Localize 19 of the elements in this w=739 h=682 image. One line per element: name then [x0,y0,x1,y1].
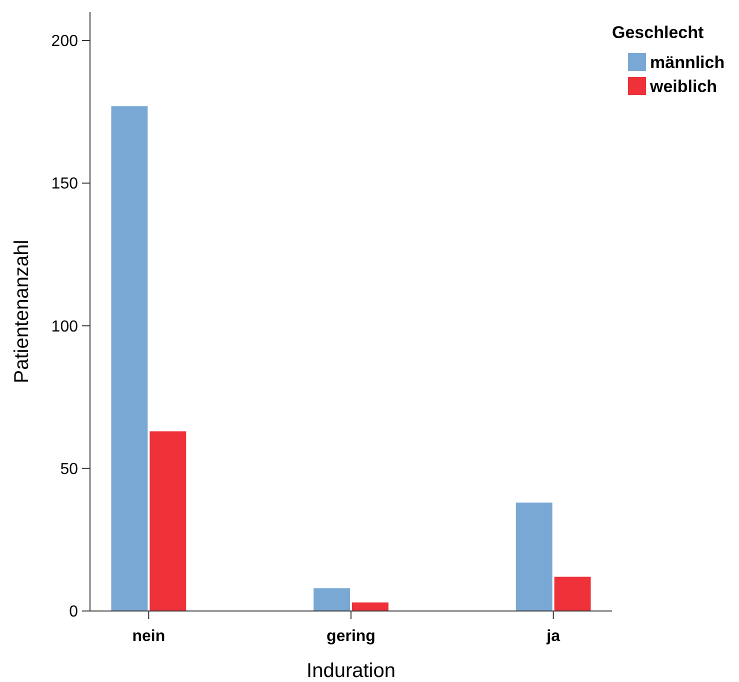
y-tick-label: 200 [51,33,78,50]
y-axis-title: Patientenanzahl [11,240,33,384]
bar [554,576,591,611]
x-tick-label: ja [546,628,560,645]
y-tick-label: 50 [60,460,78,478]
legend-title: Geschlecht [612,23,704,42]
x-tick-label: nein [132,628,166,645]
legend-label: weiblich [649,76,718,96]
bar [111,106,148,611]
bar [516,502,552,611]
bar [314,588,350,611]
y-tick-label: 100 [51,318,78,336]
x-tick-label: gering [326,628,376,645]
x-axis-title: Induration [306,660,396,682]
y-tick-label: 150 [51,176,78,193]
bar [352,602,388,611]
legend-label: männlich [650,52,725,72]
bar [150,431,186,611]
y-tick-label: 0 [69,604,78,621]
